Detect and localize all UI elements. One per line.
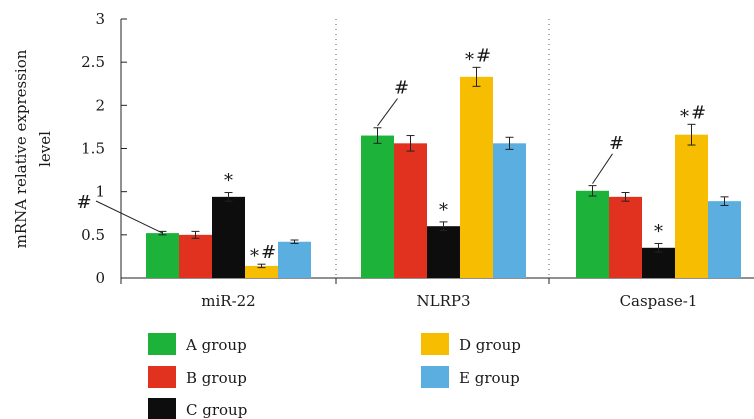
annotation-leader-line xyxy=(377,98,398,127)
significance-star: * xyxy=(224,171,233,192)
significance-star: * xyxy=(250,246,259,267)
y-tick-label: 1.5 xyxy=(81,140,105,158)
legend-label: D group xyxy=(459,336,521,354)
error-bars-group xyxy=(158,66,729,269)
legend: A group B group C group D group E group xyxy=(148,333,521,419)
significance-star: * xyxy=(465,49,474,70)
x-tick-label: miR-22 xyxy=(201,292,255,310)
legend-label: B group xyxy=(186,369,247,387)
bar-c-group xyxy=(427,226,460,278)
significance-hash: # xyxy=(476,45,491,66)
legend-swatch xyxy=(421,366,449,388)
x-tick-label: Caspase-1 xyxy=(620,292,698,310)
legend-swatch xyxy=(148,366,176,388)
significance-star: * xyxy=(654,221,663,242)
legend-label: C group xyxy=(186,401,247,419)
significance-star: * xyxy=(439,200,448,221)
significance-hash: # xyxy=(691,102,706,123)
significance-star: * xyxy=(680,106,689,127)
significance-hash: # xyxy=(76,192,91,213)
bar-a-group xyxy=(361,135,394,278)
x-tick-label: NLRP3 xyxy=(416,292,470,310)
axes-group: 0 0.5 1 1.5 2 2.5 3 mRNA relative expression lev… xyxy=(12,10,754,310)
annotation-leader-line xyxy=(592,153,613,184)
bar-b-group xyxy=(179,234,212,278)
legend-swatch xyxy=(148,333,176,355)
bar-c-group xyxy=(642,247,675,278)
y-tick-label: 2.5 xyxy=(81,53,105,71)
bar-d-group xyxy=(675,134,708,278)
bar-a-group xyxy=(146,233,179,278)
bar-e-group xyxy=(708,201,741,278)
legend-swatch xyxy=(148,398,176,419)
bar-d-group xyxy=(460,76,493,279)
y-axis-label-line: level xyxy=(36,131,54,167)
bar-b-group xyxy=(394,143,427,278)
bar-e-group xyxy=(493,143,526,278)
y-tick-label: 0.5 xyxy=(81,226,105,244)
y-tick-label: 1 xyxy=(95,183,105,201)
annotations-group: #** ##** ##** # xyxy=(76,45,706,267)
legend-label: A group xyxy=(185,336,247,354)
significance-hash: # xyxy=(394,78,409,99)
bars-group xyxy=(146,76,741,279)
category-separators xyxy=(335,19,550,278)
y-axis-label-line: mRNA relative expression xyxy=(12,49,30,248)
y-tick-label: 0 xyxy=(95,269,105,287)
legend-label: E group xyxy=(459,369,520,387)
bar-e-group xyxy=(278,241,311,278)
legend-swatch xyxy=(421,333,449,355)
bar-b-group xyxy=(609,196,642,278)
y-tick-label: 2 xyxy=(95,96,105,114)
bar-c-group xyxy=(212,196,245,278)
bar-d-group xyxy=(245,265,278,278)
y-axis-label: mRNA relative expression level xyxy=(12,49,54,248)
annotation-leader-line xyxy=(95,200,163,234)
significance-hash: # xyxy=(609,133,624,154)
bar-a-group xyxy=(576,190,609,278)
y-tick-label: 3 xyxy=(95,10,105,28)
significance-hash: # xyxy=(261,242,276,263)
